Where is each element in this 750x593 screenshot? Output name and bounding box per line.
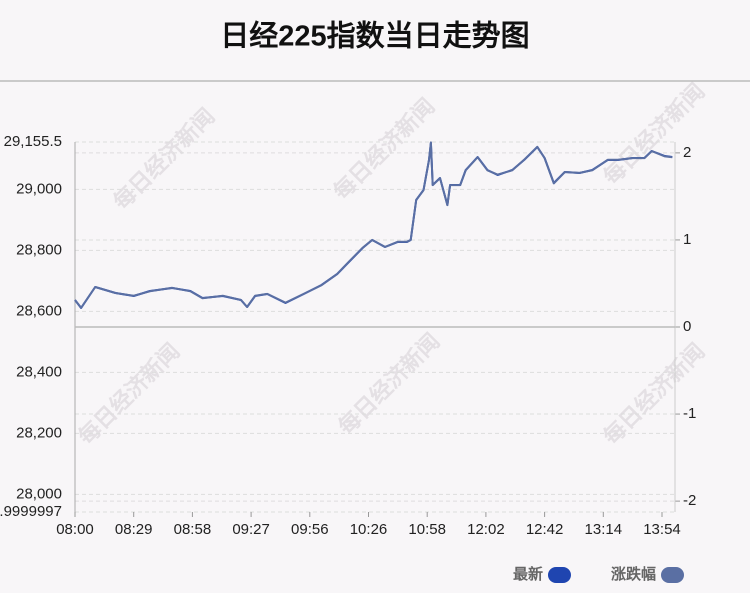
x-tick-label: 12:42	[526, 521, 564, 538]
x-tick-label: 08:58	[174, 521, 212, 538]
legend-label: 最新	[513, 565, 543, 583]
x-tick-label: 09:27	[232, 521, 270, 538]
y-tick-label: 29,000	[16, 180, 62, 197]
y2-tick-label: -1	[683, 405, 696, 422]
y2-tick-label: -2	[683, 492, 696, 509]
chart-title: 日经225指数当日走势图	[220, 19, 529, 53]
x-tick-label: 10:26	[350, 521, 388, 538]
y-tick-label: 28,200	[16, 424, 62, 441]
y-tick-label: 28,000	[16, 485, 62, 502]
y-tick-label: 28,800	[16, 241, 62, 258]
y-tick-label: 28,600	[16, 302, 62, 319]
series-line	[74, 141, 673, 309]
legend-swatch	[547, 567, 571, 583]
x-tick-label: 08:00	[56, 521, 94, 538]
y-tick-label: 29,155.5	[4, 133, 62, 150]
x-tick-label: 09:56	[291, 521, 329, 538]
x-tick-label: 12:02	[467, 521, 505, 538]
x-tick-label: 08:29	[115, 521, 153, 538]
y2-tick-label: 2	[683, 144, 691, 161]
x-tick-label: 13:14	[585, 521, 623, 538]
y-tick-label: 27,941.9999997	[0, 503, 62, 520]
legend-label: 涨跌幅	[611, 565, 656, 583]
x-tick-label: 10:58	[408, 521, 446, 538]
y2-tick-label: 0	[683, 318, 691, 335]
y2-tick-label: 1	[683, 231, 691, 248]
legend-swatch	[661, 567, 684, 583]
y-tick-label: 28,400	[16, 363, 62, 380]
x-tick-label: 13:54	[643, 521, 681, 538]
